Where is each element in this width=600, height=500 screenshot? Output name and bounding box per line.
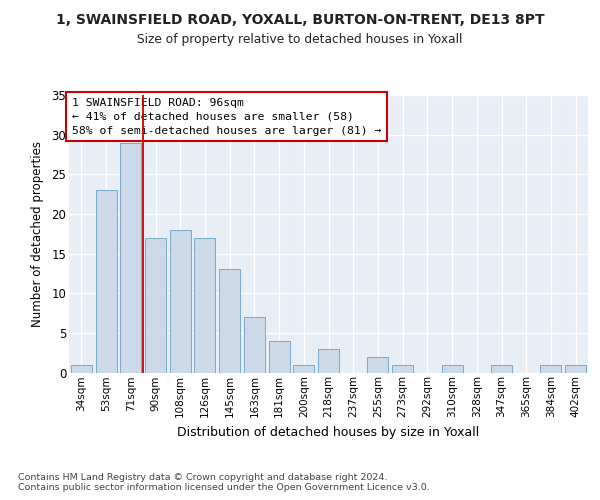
Bar	[392, 364, 413, 372]
Bar	[170, 230, 191, 372]
Text: Contains HM Land Registry data © Crown copyright and database right 2024.
Contai: Contains HM Land Registry data © Crown c…	[18, 473, 430, 492]
Bar	[95, 190, 116, 372]
Bar	[491, 364, 512, 372]
Text: 1, SWAINSFIELD ROAD, YOXALL, BURTON-ON-TRENT, DE13 8PT: 1, SWAINSFIELD ROAD, YOXALL, BURTON-ON-T…	[56, 12, 544, 26]
Bar	[120, 142, 141, 372]
Bar	[565, 364, 586, 372]
Text: Size of property relative to detached houses in Yoxall: Size of property relative to detached ho…	[137, 32, 463, 46]
Bar	[269, 341, 290, 372]
Bar	[318, 348, 339, 372]
Bar	[194, 238, 215, 372]
Bar	[293, 364, 314, 372]
Bar	[442, 364, 463, 372]
Bar	[541, 364, 562, 372]
Bar	[219, 270, 240, 372]
Bar	[145, 238, 166, 372]
Text: 1 SWAINSFIELD ROAD: 96sqm
← 41% of detached houses are smaller (58)
58% of semi-: 1 SWAINSFIELD ROAD: 96sqm ← 41% of detac…	[71, 98, 381, 136]
Bar	[71, 364, 92, 372]
Bar	[367, 356, 388, 372]
X-axis label: Distribution of detached houses by size in Yoxall: Distribution of detached houses by size …	[178, 426, 479, 438]
Bar	[244, 317, 265, 372]
Y-axis label: Number of detached properties: Number of detached properties	[31, 141, 44, 327]
